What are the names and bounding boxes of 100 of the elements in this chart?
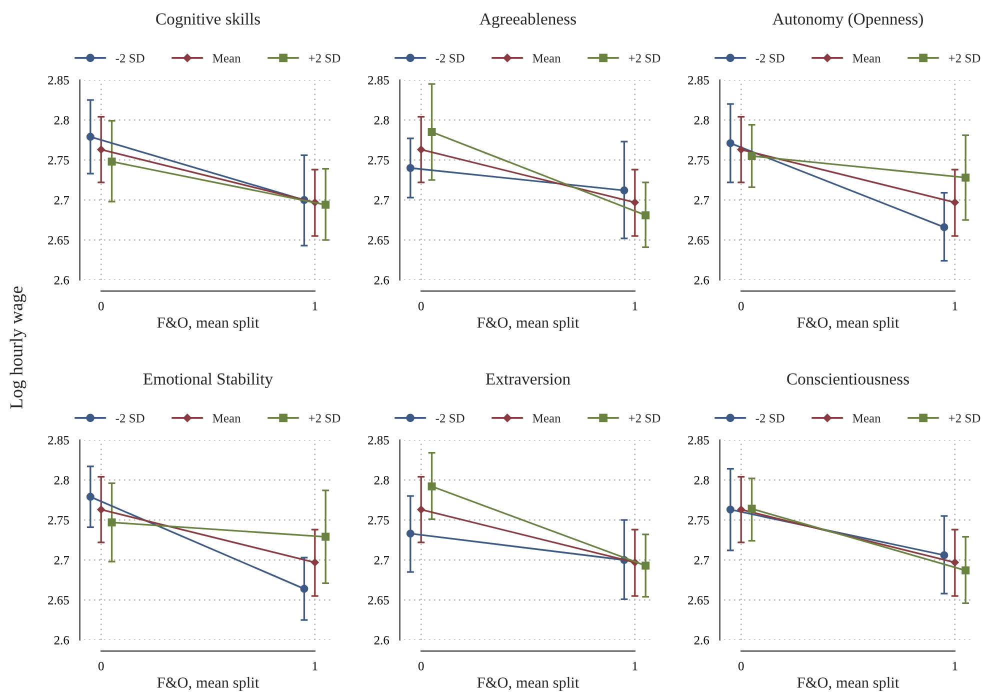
y-tick-label: 2.85 <box>48 436 69 445</box>
point <box>950 198 959 206</box>
x-tick-label: 0 <box>418 302 424 310</box>
y-tick-label: 2.8 <box>694 116 709 125</box>
legend-label: Mean <box>212 414 241 422</box>
point <box>108 518 116 526</box>
legend-label: +2 SD <box>628 54 660 62</box>
y-tick-label: 2.65 <box>368 596 389 605</box>
y-tick-label: 2.8 <box>694 476 709 485</box>
point <box>86 492 94 501</box>
legend-label: +2 SD <box>628 414 660 422</box>
x-tick-label: 0 <box>418 662 424 670</box>
y-tick-label: 2.85 <box>688 436 709 445</box>
legend-label: -2 SD <box>756 54 784 62</box>
point <box>748 504 756 513</box>
legend-label: +2 SD <box>948 414 980 422</box>
legend-label: -2 SD <box>116 54 144 62</box>
point <box>97 146 106 154</box>
x-tick-label: 1 <box>632 662 638 670</box>
point <box>940 223 948 232</box>
chart-title: Agreeableness <box>480 12 576 28</box>
point <box>428 482 436 490</box>
y-tick-label: 2.85 <box>48 76 69 85</box>
point <box>300 584 308 593</box>
x-tick-label: 0 <box>98 302 104 310</box>
y-tick-label: 2.65 <box>688 596 709 605</box>
legend-label: -2 SD <box>436 54 464 62</box>
chart-title: Conscientiousness <box>787 373 909 385</box>
y-tick-label: 2.75 <box>688 156 709 165</box>
y-tick-label: 2.8 <box>54 476 69 485</box>
point <box>310 558 319 566</box>
y-tick-label: 2.7 <box>54 556 70 565</box>
chart-title: Cognitive skills <box>156 12 260 28</box>
chart-title: Extraversion <box>486 373 570 385</box>
point <box>950 558 959 566</box>
y-tick-label: 2.75 <box>368 516 389 525</box>
point <box>86 132 94 141</box>
point <box>108 158 116 166</box>
y-tick-label: 2.6 <box>54 636 70 645</box>
legend-label: -2 SD <box>436 414 464 422</box>
x-axis-title: F&O, mean split <box>477 677 580 691</box>
point <box>642 211 650 220</box>
x-tick-label: 1 <box>312 662 318 670</box>
y-tick-label: 2.75 <box>688 516 709 525</box>
y-tick-label: 2.7 <box>374 556 390 565</box>
y-tick-label: 2.65 <box>48 236 69 245</box>
point <box>962 174 970 182</box>
y-tick-label: 2.8 <box>54 116 69 125</box>
y-tick-label: 2.7 <box>374 196 390 205</box>
legend-label: Mean <box>852 54 881 62</box>
x-tick-label: 1 <box>312 302 318 310</box>
y-tick-label: 2.6 <box>694 636 710 645</box>
legend-label: Mean <box>212 54 241 62</box>
point <box>428 128 436 136</box>
point <box>748 152 756 160</box>
y-tick-label: 2.65 <box>688 236 709 245</box>
legend-label: -2 SD <box>116 414 144 422</box>
legend-label: +2 SD <box>308 54 340 62</box>
x-tick-label: 1 <box>952 302 958 310</box>
chart-title: Emotional Stability <box>143 372 273 388</box>
legend-label: -2 SD <box>756 414 784 422</box>
x-axis-title: F&O, mean split <box>797 677 900 691</box>
y-tick-label: 2.6 <box>374 636 390 645</box>
point <box>322 200 330 209</box>
y-tick-label: 2.75 <box>48 156 69 165</box>
point <box>726 506 734 514</box>
legend-label: +2 SD <box>308 414 340 422</box>
point <box>630 198 639 206</box>
y-tick-label: 2.85 <box>368 436 389 445</box>
y-tick-label: 2.6 <box>374 276 390 285</box>
point <box>417 506 426 514</box>
x-axis-title: F&O, mean split <box>797 317 900 331</box>
x-axis-title: F&O, mean split <box>157 677 260 691</box>
y-tick-label: 2.8 <box>374 116 389 125</box>
y-tick-label: 2.65 <box>48 596 69 605</box>
y-tick-label: 2.7 <box>54 196 70 205</box>
x-tick-label: 0 <box>98 662 104 670</box>
point <box>737 146 746 154</box>
x-tick-label: 1 <box>952 662 958 670</box>
y-tick-label: 2.6 <box>54 276 70 285</box>
y-tick-label: 2.75 <box>48 516 69 525</box>
y-tick-label: 2.85 <box>368 76 389 85</box>
point <box>642 562 650 570</box>
point <box>417 146 426 154</box>
y-tick-label: 2.7 <box>694 556 710 565</box>
y-tick-label: 2.8 <box>374 476 389 485</box>
y-tick-label: 2.75 <box>368 156 389 165</box>
point <box>620 186 628 194</box>
point <box>406 530 414 538</box>
x-tick-label: 0 <box>738 662 744 670</box>
x-tick-label: 0 <box>738 302 744 310</box>
y-tick-label: 2.7 <box>694 196 710 205</box>
y-axis-title: Log hourly wage <box>10 286 26 409</box>
point <box>322 532 330 541</box>
point <box>97 506 106 514</box>
legend-label: Mean <box>532 54 561 62</box>
legend-label: Mean <box>852 414 881 422</box>
y-tick-label: 2.6 <box>694 276 710 285</box>
y-tick-label: 2.65 <box>368 236 389 245</box>
y-tick-label: 2.85 <box>688 76 709 85</box>
